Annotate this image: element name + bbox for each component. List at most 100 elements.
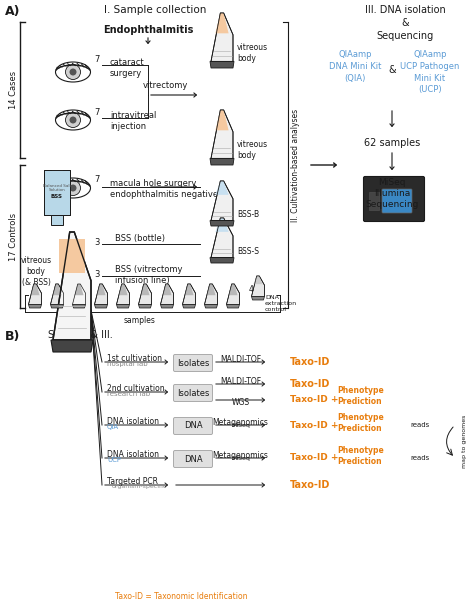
Polygon shape xyxy=(161,284,173,304)
Polygon shape xyxy=(51,340,93,352)
Polygon shape xyxy=(211,218,233,258)
Polygon shape xyxy=(96,284,106,295)
Text: DNA isolation: DNA isolation xyxy=(107,450,159,459)
Polygon shape xyxy=(73,304,85,308)
Text: QIAamp
DNA Mini Kit
(QIA): QIAamp DNA Mini Kit (QIA) xyxy=(329,50,381,82)
Polygon shape xyxy=(118,284,128,295)
Text: BSS (vitrectomy
infusion line): BSS (vitrectomy infusion line) xyxy=(115,265,182,285)
Text: Steps II. & III.: Steps II. & III. xyxy=(48,330,113,340)
Polygon shape xyxy=(138,304,152,308)
Text: III. DNA isolation
&
Sequencing: III. DNA isolation & Sequencing xyxy=(365,5,446,41)
Polygon shape xyxy=(211,181,233,221)
Polygon shape xyxy=(215,181,228,195)
Polygon shape xyxy=(51,215,63,225)
Polygon shape xyxy=(30,284,39,295)
Ellipse shape xyxy=(65,64,81,79)
Text: Endophthalmitis: Endophthalmitis xyxy=(103,25,193,35)
Text: 7: 7 xyxy=(94,55,100,64)
Text: vitreous
body: vitreous body xyxy=(237,141,268,160)
Text: DNA isolation: DNA isolation xyxy=(107,417,159,426)
Text: &: & xyxy=(388,65,396,75)
Polygon shape xyxy=(138,284,152,304)
Polygon shape xyxy=(215,218,228,232)
Text: vitreous
body
(& BSS): vitreous body (& BSS) xyxy=(20,256,52,287)
Polygon shape xyxy=(28,284,42,304)
Text: QIAamp
UCP Pathogen
Mini Kit
(UCP): QIAamp UCP Pathogen Mini Kit (UCP) xyxy=(401,50,460,94)
Polygon shape xyxy=(94,284,108,304)
Text: Isolates: Isolates xyxy=(177,388,209,397)
Text: samples: samples xyxy=(124,316,156,325)
Polygon shape xyxy=(210,258,234,263)
Text: Taxo-ID: Taxo-ID xyxy=(290,379,330,389)
Ellipse shape xyxy=(65,180,81,195)
Polygon shape xyxy=(53,232,91,340)
Text: BSS: BSS xyxy=(51,195,63,200)
Text: 3: 3 xyxy=(94,238,100,247)
Polygon shape xyxy=(210,159,234,165)
Polygon shape xyxy=(254,276,263,284)
Text: B): B) xyxy=(5,330,20,343)
Polygon shape xyxy=(140,284,150,295)
Polygon shape xyxy=(252,276,264,296)
Polygon shape xyxy=(44,170,70,215)
Ellipse shape xyxy=(55,110,91,130)
Text: 2nd cultivation: 2nd cultivation xyxy=(107,384,164,393)
Polygon shape xyxy=(227,304,239,308)
Text: vitreous
body: vitreous body xyxy=(237,43,268,64)
Bar xyxy=(369,192,379,210)
Text: 4: 4 xyxy=(249,285,254,294)
Text: 7: 7 xyxy=(94,175,100,184)
Polygon shape xyxy=(73,284,85,304)
Polygon shape xyxy=(161,304,173,308)
Text: II. Cultivation-based analyses: II. Cultivation-based analyses xyxy=(292,108,301,222)
Text: UCP: UCP xyxy=(107,457,121,463)
Polygon shape xyxy=(184,284,193,295)
FancyBboxPatch shape xyxy=(173,418,212,435)
Text: Taxo-ID +: Taxo-ID + xyxy=(290,395,338,404)
Text: Taxo-ID = Taxonomic Identification: Taxo-ID = Taxonomic Identification xyxy=(115,592,247,601)
Ellipse shape xyxy=(65,112,81,127)
Polygon shape xyxy=(215,13,228,33)
Text: Balanced Salt
Solution: Balanced Salt Solution xyxy=(43,184,71,192)
Polygon shape xyxy=(211,110,233,159)
Text: Phenotype
Prediction: Phenotype Prediction xyxy=(337,413,384,433)
Text: BSS-B: BSS-B xyxy=(237,210,259,219)
Polygon shape xyxy=(44,170,70,215)
Polygon shape xyxy=(182,284,195,304)
Text: reads: reads xyxy=(410,422,429,428)
Polygon shape xyxy=(252,296,264,300)
Text: MiSeq
Illumina
Sequencing: MiSeq Illumina Sequencing xyxy=(365,178,419,209)
Ellipse shape xyxy=(70,117,76,123)
Polygon shape xyxy=(215,110,228,130)
FancyBboxPatch shape xyxy=(173,451,212,468)
Text: hospital lab: hospital lab xyxy=(107,361,147,367)
Text: 7: 7 xyxy=(94,108,100,117)
Polygon shape xyxy=(51,304,64,308)
Text: 62 samples: 62 samples xyxy=(364,138,420,148)
Text: research lab: research lab xyxy=(107,391,150,397)
Text: Phenotype
Prediction: Phenotype Prediction xyxy=(337,386,384,406)
Polygon shape xyxy=(210,221,234,226)
Text: macula hole surgery
endophthalmitis negative: macula hole surgery endophthalmitis nega… xyxy=(110,179,218,199)
Text: QIA: QIA xyxy=(107,424,119,430)
Polygon shape xyxy=(182,304,195,308)
Text: MiSeq: MiSeq xyxy=(231,456,250,461)
Polygon shape xyxy=(117,304,129,308)
Text: Metagenomics: Metagenomics xyxy=(212,451,268,460)
Text: 17 Controls: 17 Controls xyxy=(9,213,18,261)
Polygon shape xyxy=(28,304,42,308)
Text: 14 Cases: 14 Cases xyxy=(9,71,18,109)
Text: Metagenomics: Metagenomics xyxy=(212,418,268,427)
Text: Phenotype
Prediction: Phenotype Prediction xyxy=(337,447,384,466)
Text: vitrectomy: vitrectomy xyxy=(142,81,188,90)
Polygon shape xyxy=(51,284,64,304)
Text: reads: reads xyxy=(410,455,429,461)
Polygon shape xyxy=(227,284,239,304)
Text: 1st cultivation: 1st cultivation xyxy=(107,354,162,363)
Polygon shape xyxy=(211,13,233,61)
Text: DNA: DNA xyxy=(184,454,202,463)
Text: organism-specific: organism-specific xyxy=(112,484,167,489)
Polygon shape xyxy=(163,284,172,295)
Text: intravitreal
injection: intravitreal injection xyxy=(110,111,156,131)
FancyBboxPatch shape xyxy=(173,355,212,371)
